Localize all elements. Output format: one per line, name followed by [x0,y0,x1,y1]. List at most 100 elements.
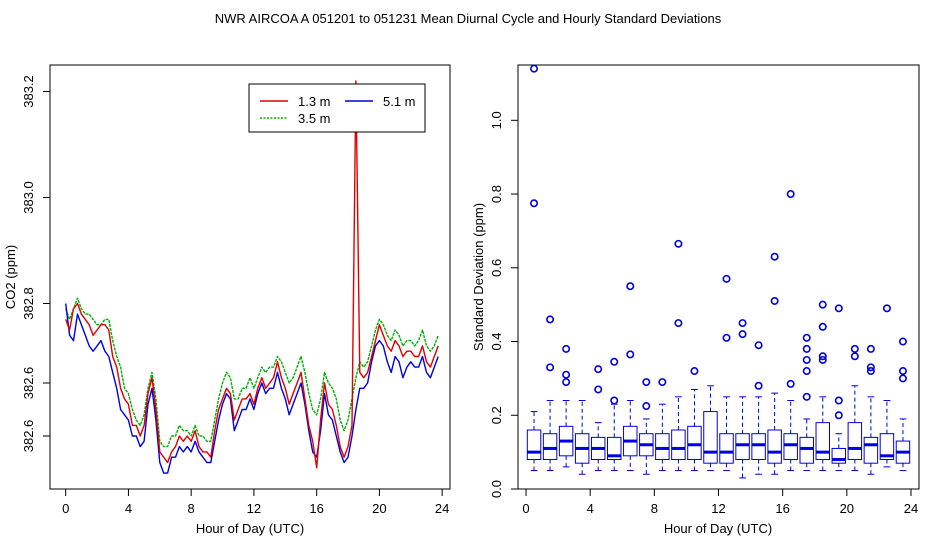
boxplot-hour [831,304,847,472]
outlier-point [770,252,779,261]
boxplot-hour [623,282,638,472]
left-y-tick-label: 383.2 [21,75,36,108]
left-x-axis-label: Hour of Day (UTC) [196,521,304,536]
outlier-point [866,344,875,353]
outlier-point [546,315,555,324]
right-boxplots [526,64,911,479]
right-x-ticks: 0 4 8 12 16 20 24 [522,488,918,516]
right-x-tick-label: 24 [904,501,918,516]
outlier-point [866,363,875,372]
right-y-tick-label: 0.4 [489,332,504,350]
outlier-point [658,378,667,387]
boxplot-hour [639,378,654,475]
outlier-point [674,319,683,328]
outlier-point [626,282,635,291]
box-iqr [703,411,718,464]
boxplot-hour [542,315,558,472]
box-iqr [751,433,766,461]
outlier-point [546,363,555,372]
left-x-tick-label: 4 [125,501,132,516]
outlier-point [642,378,651,387]
series-line-3-5-m [65,297,439,448]
boxplot-hour [751,341,766,475]
left-series-lines [65,80,439,474]
left-x-ticks: 0 4 8 12 16 20 24 [62,488,449,516]
box-iqr [671,429,686,461]
boxplot-hour [526,64,542,472]
boxplot-hour [879,304,895,468]
outlier-point [850,344,859,353]
boxplot-hour [590,365,606,472]
outlier-point [610,396,619,405]
outlier-point [802,344,811,353]
left-y-tick-label: 382.6 [21,420,36,453]
box-iqr [655,433,670,461]
boxplot-hour [847,344,863,472]
outlier-point [898,367,907,376]
left-y-tick-label: 382.8 [21,287,36,320]
outlier-point [802,367,811,376]
left-panel: Hour of Day (UTC) CO2 (ppm) 0 4 8 12 16 20 24 … [3,64,451,536]
outlier-point [738,319,747,328]
box-iqr [719,433,734,464]
outlier-point [738,330,747,339]
right-y-tick-label: 0.0 [489,480,504,498]
box-iqr [767,429,782,464]
legend-box [248,83,426,133]
legend-label-5-1m: 5.1 m [383,94,416,109]
right-x-tick-label: 20 [840,501,854,516]
left-y-ticks: 382.6 382.6 382.8 383.0 383.2 [21,75,51,453]
boxplot-hour [703,385,718,472]
outlier-point [674,239,683,248]
boxplot-hour [607,357,622,472]
outlier-point [898,337,907,346]
outlier-point [594,365,603,374]
right-y-tick-label: 0.8 [489,185,504,203]
series-line-1-3-m [65,80,439,469]
boxplot-hour [574,400,590,475]
boxplot-hour [767,252,782,475]
boxplot-hour [863,344,879,475]
box-iqr [687,425,702,461]
right-x-tick-label: 0 [522,501,529,516]
box-iqr [735,433,750,461]
legend-label-3-5m: 3.5 m [298,111,331,126]
outlier-point [770,296,779,305]
left-x-tick-label: 24 [435,501,449,516]
outlier-point [898,374,907,383]
right-y-tick-label: 1.0 [489,111,504,129]
outlier-point [834,396,843,405]
outlier-point [834,304,843,313]
outlier-point [626,350,635,359]
right-x-tick-label: 12 [711,501,725,516]
outlier-point [818,355,827,364]
chart-title: NWR AIRCOA A 051201 to 051231 Mean Diurn… [215,11,722,26]
box-iqr [783,433,798,461]
boxplot-hour [783,190,798,472]
left-x-tick-label: 20 [372,501,386,516]
outlier-point [754,381,763,390]
outlier-point [786,379,795,388]
right-x-tick-label: 16 [775,501,789,516]
outlier-point [754,341,763,350]
right-y-axis-label: Standard Deviation (ppm) [471,203,486,351]
right-y-tick-label: 0.2 [489,406,504,424]
left-y-tick-label: 382.6 [21,367,36,400]
outlier-point [562,378,571,387]
outlier-point [802,333,811,342]
legend-label-1-3m: 1.3 m [298,94,331,109]
boxplot-hour [799,333,814,472]
box-iqr [863,436,879,464]
right-x-tick-label: 8 [651,501,658,516]
left-y-axis-label: CO2 (ppm) [3,245,18,309]
left-x-tick-label: 16 [309,501,323,516]
outlier-point [866,367,875,376]
legend: 1.3 m 3.5 m 5.1 m [248,83,426,133]
box-iqr [799,436,814,464]
boxplot-hour [655,378,670,472]
boxplot-hour [671,239,686,472]
boxplot-hour [687,367,702,472]
box-iqr [542,433,558,461]
box-iqr [526,429,542,461]
